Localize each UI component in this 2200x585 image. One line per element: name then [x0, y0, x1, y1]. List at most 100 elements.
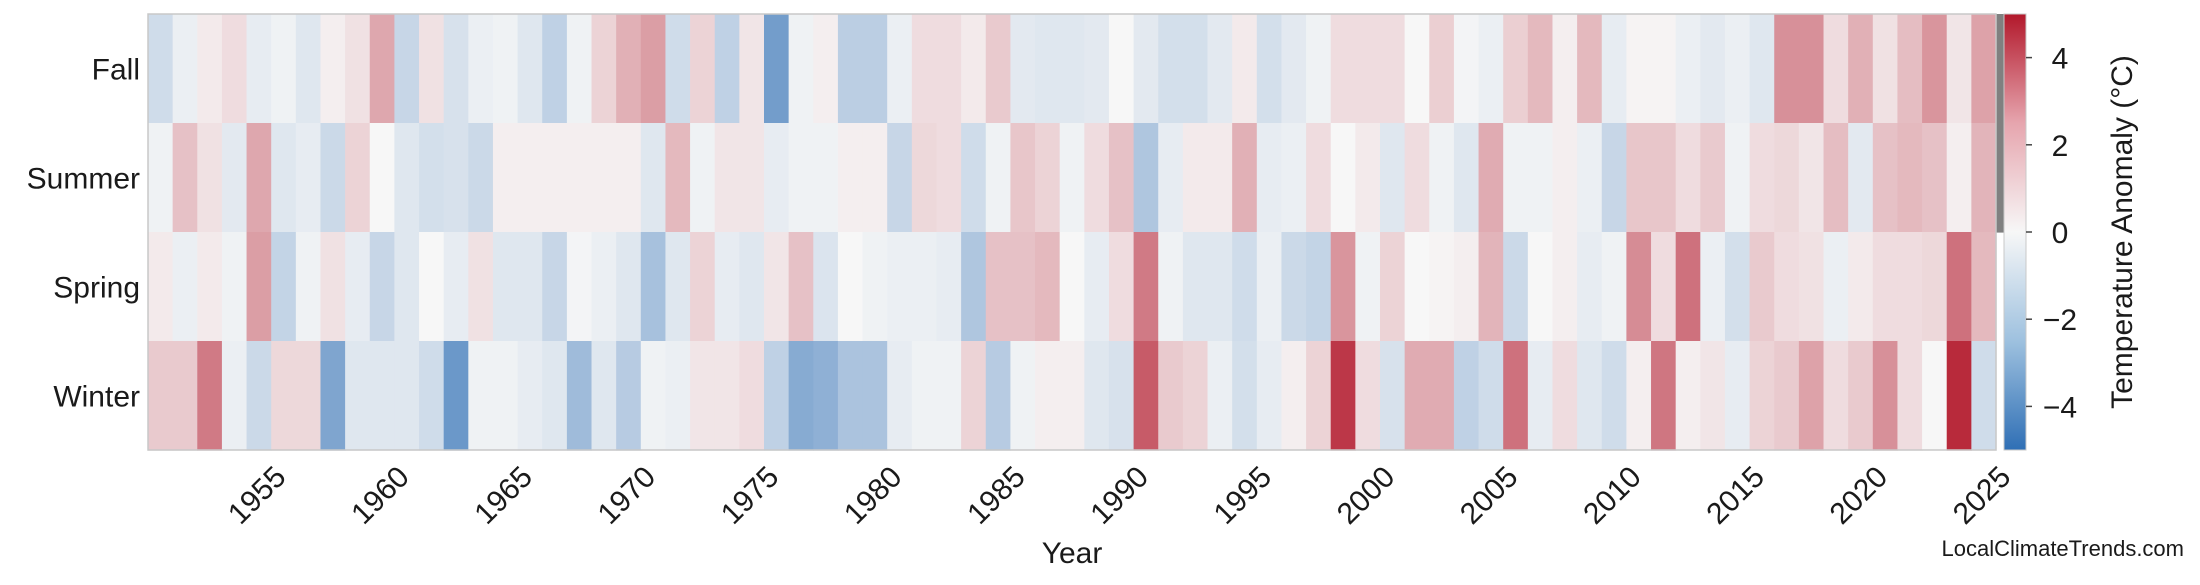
heatmap-cell-summer-1992 [1158, 123, 1184, 233]
heatmap-cell-winter-2006 [1503, 341, 1529, 451]
heatmap-cell-spring-2017 [1774, 232, 1800, 342]
heatmap-cell-winter-2001 [1380, 341, 1406, 451]
heatmap-cell-summer-1984 [961, 123, 987, 233]
heatmap-cell-spring-1998 [1306, 232, 1332, 342]
heatmap-cell-fall-2019 [1823, 14, 1849, 124]
heatmap-cell-winter-1970 [616, 341, 642, 451]
heatmap-cell-fall-2014 [1700, 14, 1726, 124]
heatmap-cell-fall-2017 [1774, 14, 1800, 124]
heatmap-cell-fall-2024 [1946, 14, 1972, 124]
heatmap-cell-summer-2022 [1897, 123, 1923, 233]
heatmap-cell-summer-1959 [345, 123, 371, 233]
heatmap-cell-winter-1981 [887, 341, 913, 451]
heatmap-cell-spring-2014 [1700, 232, 1726, 342]
heatmap-cell-spring-1988 [1059, 232, 1085, 342]
heatmap-cell-fall-1979 [837, 14, 864, 124]
heatmap-cell-summer-2009 [1577, 123, 1603, 233]
x-tick-1980: 1980 [838, 460, 909, 531]
heatmap-cell-fall-1962 [419, 14, 445, 124]
heatmap-cell-summer-1977 [788, 123, 814, 233]
heatmap-cell-winter-1991 [1133, 341, 1159, 451]
plot-frame [147, 13, 1997, 451]
heatmap-cell-spring-2008 [1552, 232, 1578, 342]
heatmap-cell-fall-2023 [1922, 14, 1948, 124]
heatmap-cell-spring-1967 [542, 232, 568, 342]
colorbar: 4 2 0 −2 −4 Temperature Anomaly (°C) [2003, 13, 2139, 451]
colorbar-tick-label: −4 [2043, 391, 2077, 424]
x-tick-2025: 2025 [1947, 460, 2018, 531]
heatmap-cell-summer-1952 [172, 123, 198, 233]
heatmap-cell-summer-2003 [1429, 123, 1455, 233]
heatmap-cell-summer-1994 [1207, 123, 1233, 233]
heatmap-cell-winter-1987 [1035, 341, 1061, 451]
heatmap-cell-spring-1969 [591, 232, 617, 342]
heatmap-cell-spring-2009 [1577, 232, 1603, 342]
heatmap-cell-summer-1954 [221, 123, 248, 233]
heatmap-cell-winter-2005 [1478, 341, 1504, 451]
heatmap-cell-summer-1955 [246, 123, 272, 233]
heatmap-cell-winter-1959 [345, 341, 371, 451]
heatmap-cell-fall-1956 [271, 14, 297, 124]
heatmap-cell-winter-1996 [1256, 341, 1283, 451]
heatmap-cell-fall-2003 [1429, 14, 1455, 124]
heatmap-cell-summer-1985 [985, 123, 1011, 233]
heatmap-cell-summer-1998 [1306, 123, 1332, 233]
heatmap-cell-summer-2015 [1724, 123, 1751, 233]
heatmap-cell-fall-2008 [1552, 14, 1578, 124]
colorbar-tick-label: −2 [2043, 304, 2077, 337]
heatmap-cell-winter-1964 [468, 341, 494, 451]
x-axis-ticks: 1955 1960 1965 1970 1975 1980 1985 1990 1995 2000… [222, 460, 2017, 531]
heatmap-cell-summer-1966 [517, 123, 543, 233]
heatmap-cell-fall-1986 [1010, 14, 1036, 124]
heatmap-cell-spring-1991 [1133, 232, 1159, 342]
heatmap-cell-winter-1957 [295, 341, 322, 451]
heatmap-cell-winter-1974 [714, 341, 740, 451]
heatmap-cell-fall-1955 [246, 14, 272, 124]
heatmap-cell-winter-1969 [591, 341, 617, 451]
row-label-fall: Fall [92, 54, 140, 87]
heatmap-cell-winter-1988 [1059, 341, 1085, 451]
heatmap-cell-summer-1974 [714, 123, 740, 233]
heatmap-cell-fall-2018 [1798, 14, 1825, 124]
heatmap-cell-spring-2024 [1946, 232, 1972, 342]
heatmap-cell-summer-1975 [739, 123, 765, 233]
heatmap-cell-spring-2015 [1724, 232, 1751, 342]
heatmap-cell-summer-1983 [936, 123, 962, 233]
x-tick-1985: 1985 [961, 460, 1032, 531]
heatmap-cell-summer-1986 [1010, 123, 1036, 233]
heatmap-cell-winter-1983 [936, 341, 962, 451]
heatmap-cell-summer-1989 [1084, 123, 1110, 233]
heatmap-cell-spring-1962 [419, 232, 445, 342]
heatmap-cell-winter-2019 [1823, 341, 1849, 451]
x-axis-label: Year [1042, 537, 1103, 570]
heatmap-cell-winter-1980 [862, 341, 888, 451]
heatmap-cell-winter-2009 [1577, 341, 1603, 451]
heatmap-cell-spring-1975 [739, 232, 765, 342]
heatmap-cell-summer-2002 [1404, 123, 1430, 233]
heatmap-cell-spring-2010 [1601, 232, 1627, 342]
heatmap-cell-summer-1999 [1330, 123, 1356, 233]
heatmap-cell-summer-2023 [1922, 123, 1948, 233]
heatmap-cell-fall-1993 [1182, 14, 1209, 124]
heatmap-cell-fall-1963 [443, 14, 469, 124]
heatmap-cell-spring-1989 [1084, 232, 1110, 342]
heatmap-cell-fall-2025 [1971, 14, 1997, 124]
heatmap-cell-summer-1967 [542, 123, 568, 233]
heatmap-cell-winter-1956 [271, 341, 297, 451]
heatmap-cell-winter-1963 [443, 341, 469, 451]
heatmap-cell-summer-2024 [1946, 123, 1972, 233]
heatmap-cell-winter-1985 [985, 341, 1011, 451]
heatmap-cell-fall-1982 [911, 14, 938, 124]
heatmap-cell-fall-1964 [468, 14, 494, 124]
x-tick-1975: 1975 [715, 460, 786, 531]
heatmap-cell-winter-2000 [1355, 341, 1381, 451]
heatmap-cell-winter-1952 [172, 341, 198, 451]
heatmap-cell-winter-2021 [1872, 341, 1899, 451]
heatmap-cell-winter-2013 [1675, 341, 1701, 451]
heatmap-cell-winter-2010 [1601, 341, 1627, 451]
heatmap-cell-summer-2011 [1626, 123, 1652, 233]
heatmap-cell-spring-1977 [788, 232, 814, 342]
heatmap-cell-fall-2012 [1651, 14, 1677, 124]
x-tick-1955: 1955 [222, 460, 293, 531]
heatmap-cell-winter-2007 [1527, 341, 1554, 451]
